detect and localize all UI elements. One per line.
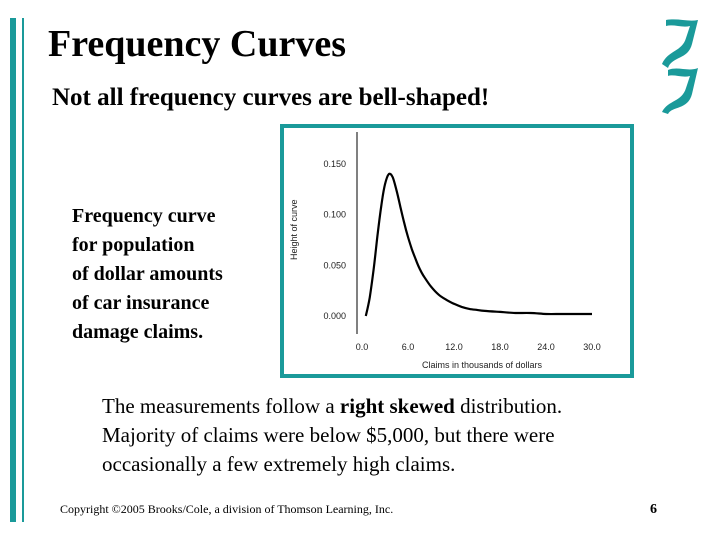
x-axis-label: Claims in thousands of dollars xyxy=(422,360,543,370)
x-tick-label: 24.0 xyxy=(537,342,555,352)
frequency-curve-line xyxy=(364,172,592,317)
y-tick-label: 0.100 xyxy=(323,210,346,220)
y-tick-label: 0.000 xyxy=(323,311,346,321)
x-ticks: 0.0 6.0 12.0 18.0 24.0 30.0 xyxy=(356,342,601,352)
x-tick-label: 6.0 xyxy=(402,342,415,352)
slide-subtitle: Not all frequency curves are bell-shaped… xyxy=(52,84,490,111)
y-axis-label: Height of curve xyxy=(289,199,299,260)
frequency-curve-chart: 0.000 0.050 0.100 0.150 0.0 6.0 12.0 18.0 24.0 3… xyxy=(289,132,601,370)
desc-pre: The measurements follow a xyxy=(102,394,340,418)
x-tick-label: 12.0 xyxy=(445,342,463,352)
caption-line: of car insurance xyxy=(72,292,210,314)
y-tick-label: 0.150 xyxy=(323,159,346,169)
description-text: The measurements follow a right skewed d… xyxy=(102,392,562,479)
x-tick-label: 30.0 xyxy=(583,342,601,352)
caption-line: of dollar amounts xyxy=(72,263,223,285)
left-accent-line xyxy=(22,18,24,522)
description-line-3: occasionally a few extremely high claims… xyxy=(102,452,456,476)
desc-bold: right skewed xyxy=(339,394,455,418)
y-tick-label: 0.050 xyxy=(323,260,346,270)
chart-frame: 0.000 0.050 0.100 0.150 0.0 6.0 12.0 18.0 24.0 3… xyxy=(280,124,634,378)
chart-caption: Frequency curve for population of dollar… xyxy=(72,202,223,347)
slide-title: Frequency Curves xyxy=(48,23,346,65)
x-tick-label: 18.0 xyxy=(491,342,509,352)
y-ticks: 0.000 0.050 0.100 0.150 xyxy=(323,159,346,321)
page-number: 6 xyxy=(650,502,657,517)
desc-post: distribution. xyxy=(454,394,563,418)
description-line-2: Majority of claims were below $5,000, bu… xyxy=(102,423,555,447)
copyright-text: Copyright ©2005 Brooks/Cole, a division … xyxy=(60,502,394,516)
description-line-1: The measurements follow a right skewed d… xyxy=(102,392,562,421)
chart-panel: 0.000 0.050 0.100 0.150 0.0 6.0 12.0 18.0 24.0 3… xyxy=(284,128,630,374)
caption-line: damage claims. xyxy=(72,321,204,343)
caption-line: Frequency curve xyxy=(72,205,216,227)
caption-line: for population xyxy=(72,234,195,256)
ribbon-icon xyxy=(662,19,698,114)
left-accent-bar xyxy=(10,18,16,522)
x-tick-label: 0.0 xyxy=(356,342,369,352)
